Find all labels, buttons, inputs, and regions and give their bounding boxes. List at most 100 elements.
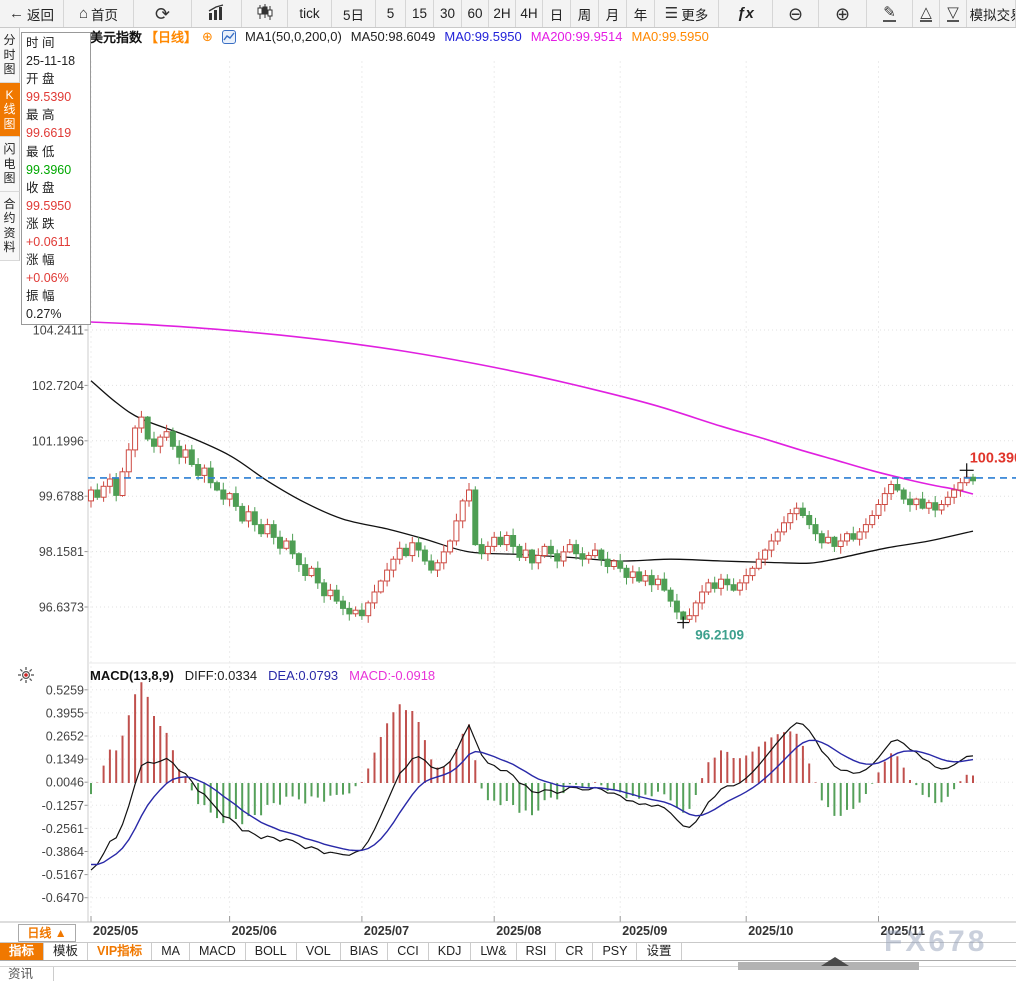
macd-dea-value: DEA:0.0793 <box>268 668 339 683</box>
indicator-tab-CCI[interactable]: CCI <box>388 943 429 960</box>
macd-axis-label: -0.6470 <box>42 891 84 905</box>
toolbar-button-line-chart-mode[interactable] <box>192 0 242 27</box>
y-axis-price-label: 96.6373 <box>39 601 84 615</box>
toolbar-button-pane-collapse[interactable]: ▽ <box>940 0 967 27</box>
indicator-tab-PSY[interactable]: PSY <box>593 943 638 960</box>
toolbar-button-more[interactable]: ☰ 更多 <box>655 0 719 27</box>
toolbar-label-5day: 5日 <box>342 7 364 23</box>
toolbar-label-monthly: 月 <box>605 7 620 23</box>
indicator-tab-bar: 指标 模板 VIP指标 MA MACD BOLL VOL BIAS CCI KDJ LW& RSI CR… <box>0 942 1016 961</box>
toolbar-button-refresh[interactable]: ⟳ <box>134 0 192 27</box>
toolbar-button-30min[interactable]: 30 <box>434 0 462 27</box>
y-axis-price-label: 98.1581 <box>39 545 84 559</box>
indicator-tab-MACD[interactable]: MACD <box>190 943 246 960</box>
sidebar-tab-1[interactable]: 分时图 <box>0 28 20 83</box>
period-button[interactable]: 日线 ▲ <box>18 924 76 942</box>
x-axis-month-label: 2025/05 <box>93 924 138 938</box>
toolbar-button-back[interactable]: ← 返回 <box>0 0 64 27</box>
indicator-tab-设置[interactable]: 设置 <box>637 943 682 960</box>
bar-chart-icon <box>207 4 227 23</box>
indicator-tab-BIAS[interactable]: BIAS <box>341 943 389 960</box>
macd-axis-label: -0.1257 <box>42 799 84 813</box>
toolbar-button-tick[interactable]: tick <box>288 0 332 27</box>
chart-canvas[interactable]: 2025/05 2025/06 2025/07 2025/08 2025/09 2025/… <box>0 45 1016 942</box>
macd-diff-value: DIFF:0.0334 <box>184 668 258 683</box>
toolbar-label-sim-trading: 模拟交易 <box>969 7 1015 23</box>
ma-settings-text: MA1(50,0,200,0) <box>244 29 342 44</box>
toolbar-label-15min: 15 <box>411 6 428 21</box>
toolbar-button-sim-trading[interactable]: $模拟交易 <box>967 0 1016 27</box>
toolbar-label-tick: tick <box>299 6 320 21</box>
ma50-value: MA50:98.6049 <box>350 29 436 44</box>
indicator-tab-LW&[interactable]: LW& <box>471 943 517 960</box>
x-axis-month-label: 2025/11 <box>881 924 926 938</box>
watermark: FX678 <box>884 925 988 958</box>
macd-bar-value: MACD:-0.0918 <box>349 668 436 683</box>
indicator-tab-模板[interactable]: 模板 <box>44 943 89 960</box>
toolbar-button-pane-expand[interactable]: △ <box>913 0 940 27</box>
quote-value: 99.6619 <box>26 126 72 141</box>
toolbar-button-draw[interactable]: ✎ <box>867 0 913 27</box>
sidebar-tab-3[interactable]: 闪电图 <box>0 137 20 192</box>
toolbar-button-monthly[interactable]: 月 <box>599 0 627 27</box>
add-compare-icon[interactable]: ⊕ <box>202 28 213 44</box>
toolbar-button-formula[interactable]: ƒx <box>719 0 773 27</box>
toolbar-button-weekly[interactable]: 周 <box>571 0 599 27</box>
macd-layer <box>90 682 974 871</box>
news-tab[interactable]: 资讯 <box>0 967 54 981</box>
indicator-tab-CR[interactable]: CR <box>556 943 594 960</box>
mini-line-chart-icon[interactable] <box>221 29 236 44</box>
toolbar-label-2hour: 2H <box>493 6 511 21</box>
indicator-tab-指标[interactable]: 指标 <box>0 943 45 960</box>
macd-header: MACD(13,8,9) DIFF:0.0334 DEA:0.0793 MACD… <box>90 668 435 684</box>
grid-layer <box>88 61 1016 922</box>
quote-label: 振 幅 <box>26 289 55 304</box>
toolbar-label-4hour: 4H <box>520 6 538 21</box>
toolbar-button-4hour[interactable]: 4H <box>516 0 543 27</box>
horizontal-scrollbar[interactable] <box>738 957 919 970</box>
macd-axis-label: -0.5167 <box>42 868 84 882</box>
toolbar-button-2hour[interactable]: 2H <box>489 0 516 27</box>
pencil-icon: ✎ <box>883 4 896 22</box>
toolbar-button-zoom-out[interactable]: ⊖ <box>773 0 819 27</box>
toolbar-button-yearly[interactable]: 年 <box>627 0 655 27</box>
sidebar-tab-4[interactable]: 合约资料 <box>0 191 20 261</box>
toolbar-button-15min[interactable]: 15 <box>406 0 434 27</box>
quote-panel: 时 间 25-11-18 开 盘 99.5390 最 高 99.6619 最 低 99.396… <box>21 32 91 325</box>
ma200-value: MA200:99.9514 <box>530 29 623 44</box>
indicator-tab-VOL[interactable]: VOL <box>297 943 341 960</box>
toolbar-button-zoom-in[interactable]: ⊕ <box>819 0 867 27</box>
toolbar-button-home[interactable]: ⌂ 首页 <box>64 0 134 27</box>
x-axis-month-label: 2025/09 <box>622 924 667 938</box>
quote-value: 99.3960 <box>26 162 72 177</box>
indicator-tab-KDJ[interactable]: KDJ <box>429 943 472 960</box>
markers-layer: 100.390 96.2109 <box>88 450 1016 643</box>
toolbar-button-candle-chart-mode[interactable] <box>242 0 288 27</box>
toolbar-label-weekly: 周 <box>577 7 592 23</box>
indicator-settings-icon[interactable] <box>17 666 35 684</box>
toolbar-button-60min[interactable]: 60 <box>462 0 489 27</box>
x-axis-month-label: 2025/06 <box>232 924 277 938</box>
toolbar-label-yearly: 年 <box>633 7 648 23</box>
quote-label: 涨 跌 <box>26 216 55 231</box>
ma200-line <box>90 321 974 495</box>
quote-label: 收 盘 <box>26 180 55 195</box>
y-axis-price-label: 102.7204 <box>32 379 84 393</box>
scrollbar-up-arrow[interactable] <box>821 957 849 966</box>
indicator-tab-BOLL[interactable]: BOLL <box>246 943 297 960</box>
indicator-tab-RSI[interactable]: RSI <box>517 943 557 960</box>
toolbar-label-5min: 5 <box>386 6 395 21</box>
sidebar-tab-2[interactable]: K线图 <box>0 82 20 137</box>
toolbar-button-5min[interactable]: 5 <box>376 0 406 27</box>
period-tag: 【日线】 <box>145 30 198 45</box>
y-axis-price-label: 99.6788 <box>39 490 84 504</box>
toolbar-button-5day[interactable]: 5日 <box>332 0 376 27</box>
toolbar-button-daily[interactable]: 日 <box>543 0 571 27</box>
ma50-line <box>90 380 974 564</box>
candles-layer <box>88 321 976 623</box>
macd-dea-line <box>91 739 974 866</box>
indicator-tab-VIP指标[interactable]: VIP指标 <box>88 943 153 960</box>
indicator-tab-MA[interactable]: MA <box>152 943 190 960</box>
